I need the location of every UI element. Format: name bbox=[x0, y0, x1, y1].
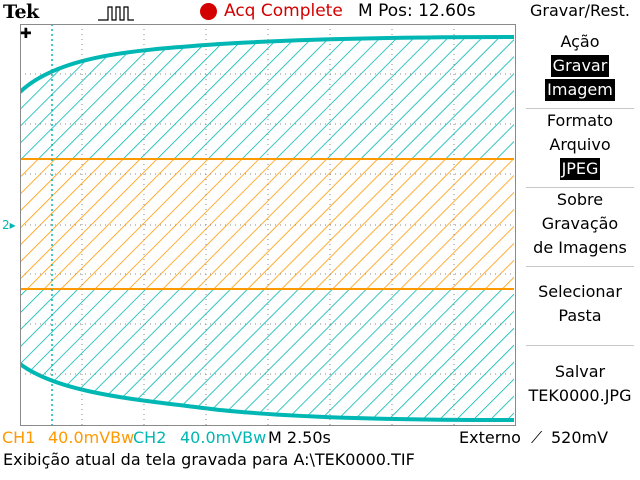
trigger-position-icon: ✚ bbox=[20, 26, 32, 42]
trigger-pulse-icon bbox=[98, 6, 134, 21]
action-save-image-value-2: Imagem bbox=[545, 79, 615, 101]
trigger-slope-icon: ⟋ bbox=[531, 428, 543, 447]
trigger-source: Externo bbox=[459, 428, 521, 447]
acquisition-status: Acq Complete bbox=[224, 1, 343, 21]
side-menu: Ação Gravar Imagem Formato Arquivo JPEG … bbox=[520, 24, 640, 426]
graticule-border bbox=[20, 24, 516, 426]
ch2-label: CH2 bbox=[133, 428, 167, 447]
action-save-image-value: Gravar bbox=[550, 55, 610, 77]
menu-file-format-button[interactable]: Formato Arquivo JPEG bbox=[546, 111, 614, 180]
menu-divider bbox=[526, 266, 634, 267]
menu-about-save-button[interactable]: Sobre Gravação de Imagens bbox=[533, 190, 627, 257]
ch2-scale: 40.0mVBw bbox=[180, 428, 267, 447]
tek-logo: Tek bbox=[3, 1, 39, 23]
trigger-level: 520mV bbox=[551, 428, 609, 447]
waveform-display bbox=[20, 24, 516, 426]
graticule-grid bbox=[20, 24, 516, 426]
menu-action-button[interactable]: Ação Gravar Imagem bbox=[545, 32, 615, 101]
ch1-band-hatch bbox=[20, 160, 514, 289]
menu-divider bbox=[526, 345, 634, 346]
file-format-value: JPEG bbox=[559, 158, 601, 180]
menu-divider bbox=[526, 187, 634, 188]
ch2-upper-trace bbox=[20, 35, 515, 94]
status-bar-top: Tek Acq Complete M Pos: 12.60s bbox=[0, 0, 520, 24]
ch2-ground-marker: 2▸ bbox=[2, 218, 16, 232]
menu-title: Gravar/Rest. bbox=[530, 1, 630, 20]
ch2-lower-trace bbox=[20, 362, 515, 422]
ch1-label: CH1 bbox=[2, 428, 36, 447]
menu-divider bbox=[526, 108, 634, 109]
ch1-scale: 40.0mVBw bbox=[48, 428, 135, 447]
timebase: M 2.50s bbox=[268, 428, 331, 447]
message-line: Exibição atual da tela gravada para A:\T… bbox=[3, 450, 415, 469]
channel-status-bar: CH1 40.0mVBw CH2 40.0mVBw M 2.50s Extern… bbox=[0, 427, 640, 449]
menu-save-file-button[interactable]: Salvar TEK0000.JPG bbox=[528, 362, 632, 405]
menu-select-folder-button[interactable]: Selecionar Pasta bbox=[538, 282, 622, 325]
horizontal-position: M Pos: 12.60s bbox=[358, 1, 476, 21]
acquisition-stop-icon bbox=[200, 3, 217, 20]
